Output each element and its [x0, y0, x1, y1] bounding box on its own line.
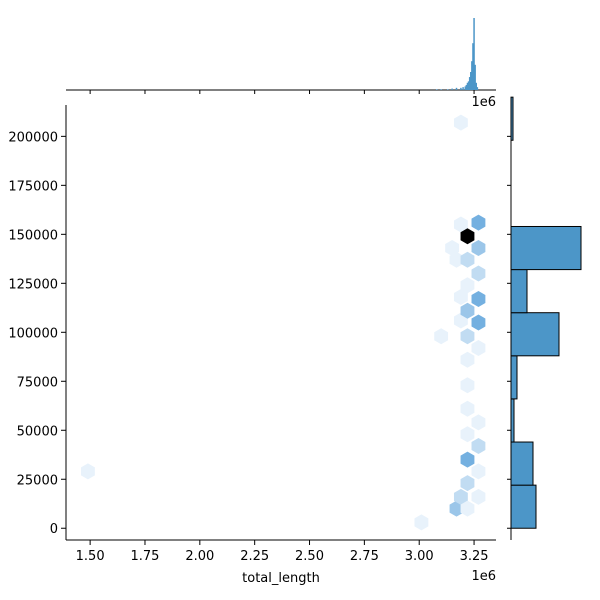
right-hist-bar: [510, 484, 537, 529]
top-hist-bar: [451, 88, 453, 90]
top-hist-bar: [465, 84, 468, 90]
top-hist-bar: [471, 61, 473, 90]
hexbin-layer: [81, 114, 486, 531]
right-hist-bar: [510, 441, 534, 486]
top-hist-bar: [462, 87, 464, 90]
right-hist-bar: [510, 398, 515, 443]
top-marginal-axes: 1e6: [66, 18, 496, 110]
x-tick-label: 1.50: [76, 549, 105, 564]
hexbin-cell: [460, 277, 475, 294]
hexbin-cell: [453, 114, 468, 131]
y-tick-label: 200000: [8, 130, 58, 145]
x-ticks: 1.50 1.75 2.00 2.25 2.50 2.75 3.00 3.25: [76, 540, 489, 564]
y-tick-label: 150000: [8, 228, 58, 243]
hexbin-cell: [460, 351, 475, 368]
x-axis-label: total_length: [242, 571, 320, 586]
right-histogram: [507, 96, 582, 529]
top-histogram: [89, 18, 479, 94]
x-offset-label: 1e6: [471, 569, 496, 584]
hexbin-cell: [471, 290, 486, 307]
hexbin-cell: [460, 328, 475, 345]
y-tick-label: 0: [50, 522, 58, 537]
x-tick-label: 2.50: [295, 549, 324, 564]
hexbin-cell: [460, 251, 475, 268]
y-ticks: 0 25000 50000 75000 100000 125000 150000 175000…: [8, 130, 66, 537]
top-hist-bar: [467, 81, 470, 90]
top-hist-bar: [464, 86, 467, 90]
hexbin-cell: [471, 414, 486, 431]
hexbin-cell: [460, 228, 475, 245]
top-hist-bar: [468, 77, 471, 90]
y-tick-label: 50000: [17, 424, 58, 439]
hexbin-cell: [434, 328, 449, 345]
hexbin-cell: [471, 437, 486, 454]
y-tick-label: 125000: [8, 277, 58, 292]
hexbin-cell: [460, 377, 475, 394]
top-hist-bar: [436, 89, 438, 90]
hexbin-cell: [471, 240, 486, 257]
hexbin-cell: [453, 289, 468, 306]
hexbin-cell: [460, 451, 475, 468]
top-hist-bar: [440, 89, 442, 90]
y-tick-label: 175000: [8, 179, 58, 194]
right-hist-bar: [510, 312, 560, 357]
right-hist-bar: [510, 269, 528, 314]
hexbin-cell: [414, 514, 429, 531]
top-hist-bar: [475, 82, 478, 90]
hexbin-cell: [453, 488, 468, 505]
top-hist-bar: [470, 72, 472, 90]
top-hist-bar: [472, 43, 474, 90]
hexbin-cell: [460, 500, 475, 517]
top-hist-bar: [466, 82, 469, 90]
main-axes: 1.50 1.75 2.00 2.25 2.50 2.75 3.00 3.25 0 25000 5…: [8, 105, 496, 586]
hexbin-cell: [460, 475, 475, 492]
hexbin-cell: [471, 214, 486, 231]
x-tick-label: 2.75: [350, 549, 379, 564]
x-tick-label: 2.00: [185, 549, 214, 564]
x-tick-label: 1.75: [131, 549, 160, 564]
hexbin-cell: [471, 314, 486, 331]
top-hist-bar: [473, 18, 475, 90]
hexbin-cell: [445, 240, 460, 257]
top-hist-bar: [474, 64, 476, 90]
top-hist-bar: [446, 89, 449, 90]
hexbin-cell: [471, 488, 486, 505]
x-tick-label: 2.25: [240, 549, 269, 564]
right-marginal-axes: [507, 96, 582, 540]
y-tick-label: 25000: [17, 473, 58, 488]
hexbin-cell: [471, 265, 486, 282]
hexbin-cell: [471, 463, 486, 480]
hexbin-cell: [460, 302, 475, 319]
right-hist-bar: [510, 96, 514, 141]
x-tick-label: 3.00: [405, 549, 434, 564]
hexbin-cell: [471, 339, 486, 356]
y-tick-label: 75000: [17, 375, 58, 390]
hexbin-cell: [453, 216, 468, 233]
right-hist-bar: [510, 225, 582, 271]
hexbin-cell: [460, 426, 475, 443]
top-hist-bar: [455, 87, 458, 90]
hexbin-cell: [449, 251, 464, 268]
top-hist-bar: [476, 87, 479, 90]
x-tick-label: 3.25: [460, 549, 489, 564]
hexbin-cell: [449, 500, 464, 517]
hexbin-cell: [81, 463, 95, 480]
y-tick-label: 100000: [8, 326, 58, 341]
hexbin-cell: [460, 400, 475, 417]
right-hist-bar: [510, 355, 518, 400]
top-hist-bar: [460, 87, 462, 90]
top-offset-label: 1e6: [471, 95, 496, 110]
